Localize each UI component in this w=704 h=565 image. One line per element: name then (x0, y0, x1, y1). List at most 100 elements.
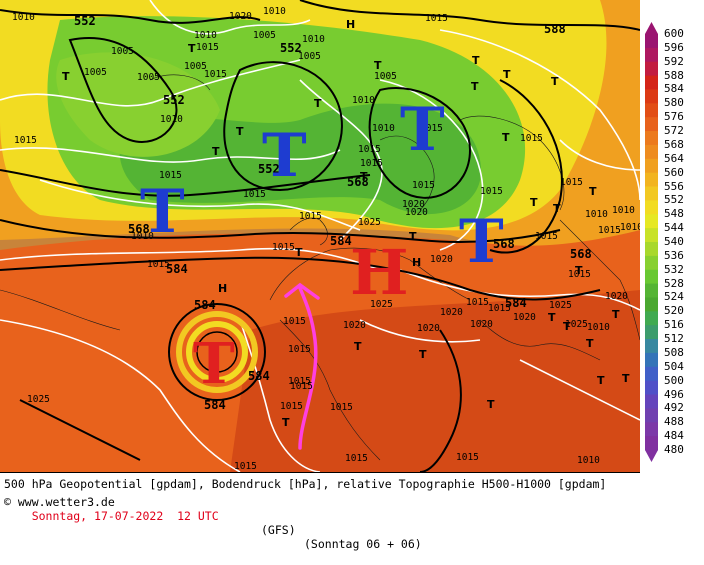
scale-level-label: 596 (664, 40, 684, 54)
isobar-labels: 1020 1010 1010 1015 1015 1010 1005 1005 … (12, 6, 640, 472)
caption-date: Sonntag, 17-07-2022 12 UTC (31, 509, 219, 523)
small-low-marker: T (62, 70, 70, 83)
isobar-label: 1010 (372, 123, 395, 134)
small-pressure-centers: T T T T T T T T T T T T T T T T T T T T … (62, 18, 630, 429)
scale-band (645, 75, 658, 90)
isobar-label: 1020 (417, 323, 440, 334)
small-high-marker: H (346, 18, 355, 31)
scale-band (645, 214, 658, 229)
scale-level-label: 508 (664, 345, 684, 359)
contour-label: 552 (280, 41, 302, 55)
small-low-marker: T (586, 337, 594, 350)
isobar-label: 1015 (488, 303, 511, 314)
isobar-label: 1015 (14, 135, 37, 146)
scale-level-label: 528 (664, 276, 684, 290)
isobar-label: 1005 (298, 51, 321, 62)
cutoff-low (168, 303, 266, 401)
isobar-label: 1005 (374, 71, 397, 82)
scale-level-label: 576 (664, 110, 684, 124)
contour-label: 568 (347, 175, 369, 189)
scale-level-label: 484 (664, 429, 684, 443)
scale-band (645, 242, 658, 257)
coastlines (0, 74, 640, 461)
scale-band (645, 131, 658, 146)
small-low-marker: T (409, 230, 417, 243)
isobar-label: 1015 (288, 344, 311, 355)
caption-model: (GFS) (261, 523, 296, 537)
scale-level-label: 552 (664, 193, 684, 207)
scale-band (645, 380, 658, 395)
map-caption: 500 hPa Geopotential [gpdam], Bodendruck… (0, 472, 640, 551)
scale-level-label: 556 (664, 179, 684, 193)
isobar-label: 1025 (358, 217, 381, 228)
isobar-label: 1015 (147, 259, 170, 270)
small-low-marker: T (563, 320, 571, 333)
scale-bottom-cap (645, 450, 658, 462)
isobar-label: 1015 (412, 180, 435, 191)
scale-band (645, 352, 658, 368)
isobar-label: 1005 (253, 30, 276, 41)
isobar-label: 1015 (243, 189, 266, 200)
contour-label: 584 (194, 298, 216, 312)
isobar-label: 1015 (288, 376, 311, 387)
scale-band (645, 89, 658, 104)
small-low-marker: T (282, 416, 290, 429)
contour-label: 584 (505, 296, 527, 310)
small-low-marker: T (314, 97, 322, 110)
isobar-label: 1015 (330, 402, 353, 413)
scale-top-cap (645, 22, 658, 34)
scale-band (645, 422, 658, 437)
small-low-marker: T (354, 340, 362, 353)
isobar-label: 1015 (272, 242, 295, 253)
scale-band (645, 158, 658, 174)
scale-band (645, 269, 658, 284)
scale-band (645, 339, 658, 354)
isobar-label: 1015 (358, 144, 381, 155)
small-low-marker: T (551, 75, 559, 88)
isobar-label: 1020 (440, 307, 463, 318)
scale-band (645, 117, 658, 132)
isobar-label: 1015 (234, 461, 257, 472)
small-low-marker: T (612, 308, 620, 321)
scale-band (645, 436, 658, 451)
isobar-label: 1015 (283, 316, 306, 327)
large-pressure-centers: T T T T T H (140, 95, 504, 397)
contour-label: 568 (493, 237, 515, 251)
scale-band (645, 325, 658, 340)
isobar-label: 1015 (425, 13, 448, 24)
isobar-label: 1010 (577, 455, 600, 466)
isobar-label: 1025 (27, 394, 50, 405)
flow-arrow (284, 282, 320, 450)
small-low-marker: T (472, 54, 480, 67)
isobar-label: 1010 (620, 222, 640, 233)
isobar-label: 1010 (12, 12, 35, 23)
contour-labels: 552 552 552 552 568 568 568 584 584 584 … (74, 14, 592, 412)
caption-title: 500 hPa Geopotential [gpdam], Bodendruck… (4, 477, 607, 491)
small-low-marker: T (548, 311, 556, 324)
isobar-label: 1005 (84, 67, 107, 78)
isobar-label: 1010 (194, 30, 217, 41)
small-low-marker: T (471, 80, 479, 93)
scale-level-label: 512 (664, 332, 684, 346)
isobar-label: 1005 (111, 46, 134, 57)
low-marker: T (459, 207, 504, 277)
isobar-label: 1020 (605, 291, 628, 302)
scale-band (645, 47, 658, 63)
scale-band (645, 186, 658, 201)
isobar-label: 1015 (535, 231, 558, 242)
scale-level-label: 504 (664, 359, 684, 373)
isobar-label: 1015 (280, 401, 303, 412)
isobar-label: 1020 (470, 319, 493, 330)
isobar-label: 1010 (585, 209, 608, 220)
small-low-marker: T (553, 202, 561, 215)
scale-level-label: 536 (664, 248, 684, 262)
height-contours (0, 0, 640, 472)
scale-band (645, 255, 658, 271)
small-low-marker: T (360, 170, 368, 183)
isobar-label: 1010 (263, 6, 286, 17)
weather-map: 552 552 552 552 568 568 568 584 584 584 … (0, 0, 640, 472)
caption-credit: © www.wetter3.de (4, 495, 115, 509)
scale-level-label: 600 (664, 27, 684, 40)
small-low-marker: T (188, 42, 196, 55)
scale-level-label: 592 (664, 54, 684, 68)
